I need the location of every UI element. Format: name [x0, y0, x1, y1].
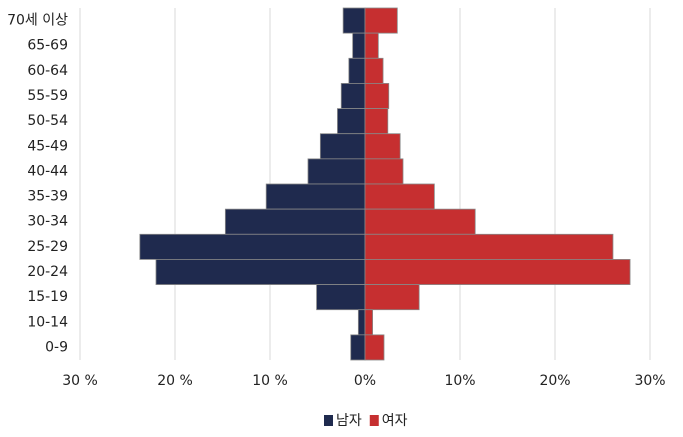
x-tick-label: 20% [539, 373, 570, 389]
bar [348, 57, 366, 84]
bar [352, 32, 366, 59]
bar [342, 7, 366, 34]
bar [364, 284, 420, 311]
y-tick-label: 10-14 [27, 314, 68, 330]
y-tick-label: 20-24 [27, 264, 68, 280]
legend-label: 여자 [382, 413, 408, 429]
y-tick-label: 50-54 [27, 113, 68, 129]
bar [357, 309, 366, 336]
bar [364, 133, 401, 160]
y-tick-label: 15-19 [27, 289, 68, 305]
bar [364, 57, 384, 84]
legend-swatch [369, 415, 379, 426]
bar [364, 7, 398, 34]
y-tick-label: 35-39 [27, 189, 68, 205]
bar [307, 158, 366, 185]
bar [364, 83, 390, 109]
bar [265, 183, 366, 210]
y-tick-label: 70세 이상 [7, 13, 68, 29]
y-tick-label: 45-49 [27, 138, 68, 154]
legend-label: 남자 [336, 413, 362, 429]
bar [139, 233, 366, 260]
bar [364, 108, 389, 135]
bar [340, 83, 366, 109]
bar [364, 309, 373, 336]
bar [350, 334, 366, 361]
y-tick-label: 55-59 [27, 88, 68, 104]
x-tick-label: 30 % [62, 373, 98, 389]
bar [316, 284, 366, 311]
y-tick-label: 60-64 [27, 63, 68, 79]
y-tick-label: 25-29 [27, 239, 68, 255]
bar [364, 208, 476, 235]
bar [364, 233, 614, 260]
y-tick-label: 40-44 [27, 163, 68, 179]
y-tick-label: 65-69 [27, 38, 68, 54]
bar [364, 334, 385, 361]
bar [364, 158, 404, 185]
x-tick-label: 10% [444, 373, 475, 389]
y-tick-label: 30-34 [27, 214, 68, 230]
x-tick-label: 20 % [157, 373, 193, 389]
legend-swatch [324, 415, 333, 426]
x-tick-label: 30% [634, 373, 665, 389]
bar [364, 183, 435, 210]
bar [155, 259, 366, 285]
bar [337, 108, 366, 135]
bar [364, 32, 379, 59]
x-tick-label: 0% [354, 373, 376, 389]
x-tick-label: 10 % [252, 373, 288, 389]
y-tick-label: 0-9 [45, 339, 68, 355]
bar [224, 208, 366, 235]
bar [319, 133, 366, 160]
bar [364, 259, 631, 285]
